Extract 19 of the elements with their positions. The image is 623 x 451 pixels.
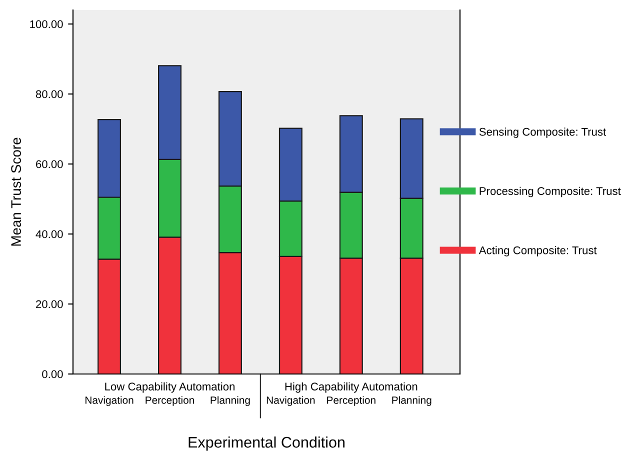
x-tick-label: Perception xyxy=(327,396,376,406)
x-tick-label: Navigation xyxy=(86,396,134,406)
legend-label: Processing Composite: Trust xyxy=(480,186,621,198)
text: Low Capability Automation xyxy=(105,382,235,393)
y-tick-label: 20.00 xyxy=(36,300,63,308)
y-tick-label: 80.00 xyxy=(36,90,63,98)
x-tick-label: Perception xyxy=(146,396,194,406)
text: High Capability Automation xyxy=(285,382,418,393)
x-tick-label: Planning xyxy=(392,396,432,406)
y-tick-label: 100.00 xyxy=(30,20,63,28)
y-axis-title: Mean Trust Score xyxy=(11,138,21,246)
y-tick-label: 0.00 xyxy=(42,370,63,378)
x-tick-label: Planning xyxy=(210,396,250,406)
y-tick-label: 40.00 xyxy=(36,230,63,238)
x-tick-label: Navigation xyxy=(266,396,315,406)
legend-label: Sensing Composite: Trust xyxy=(479,128,606,138)
x-axis-title: Experimental Condition xyxy=(188,436,344,451)
y-tick-label: 60.00 xyxy=(36,160,63,168)
legend-label: Acting Composite: Trust xyxy=(478,246,597,256)
